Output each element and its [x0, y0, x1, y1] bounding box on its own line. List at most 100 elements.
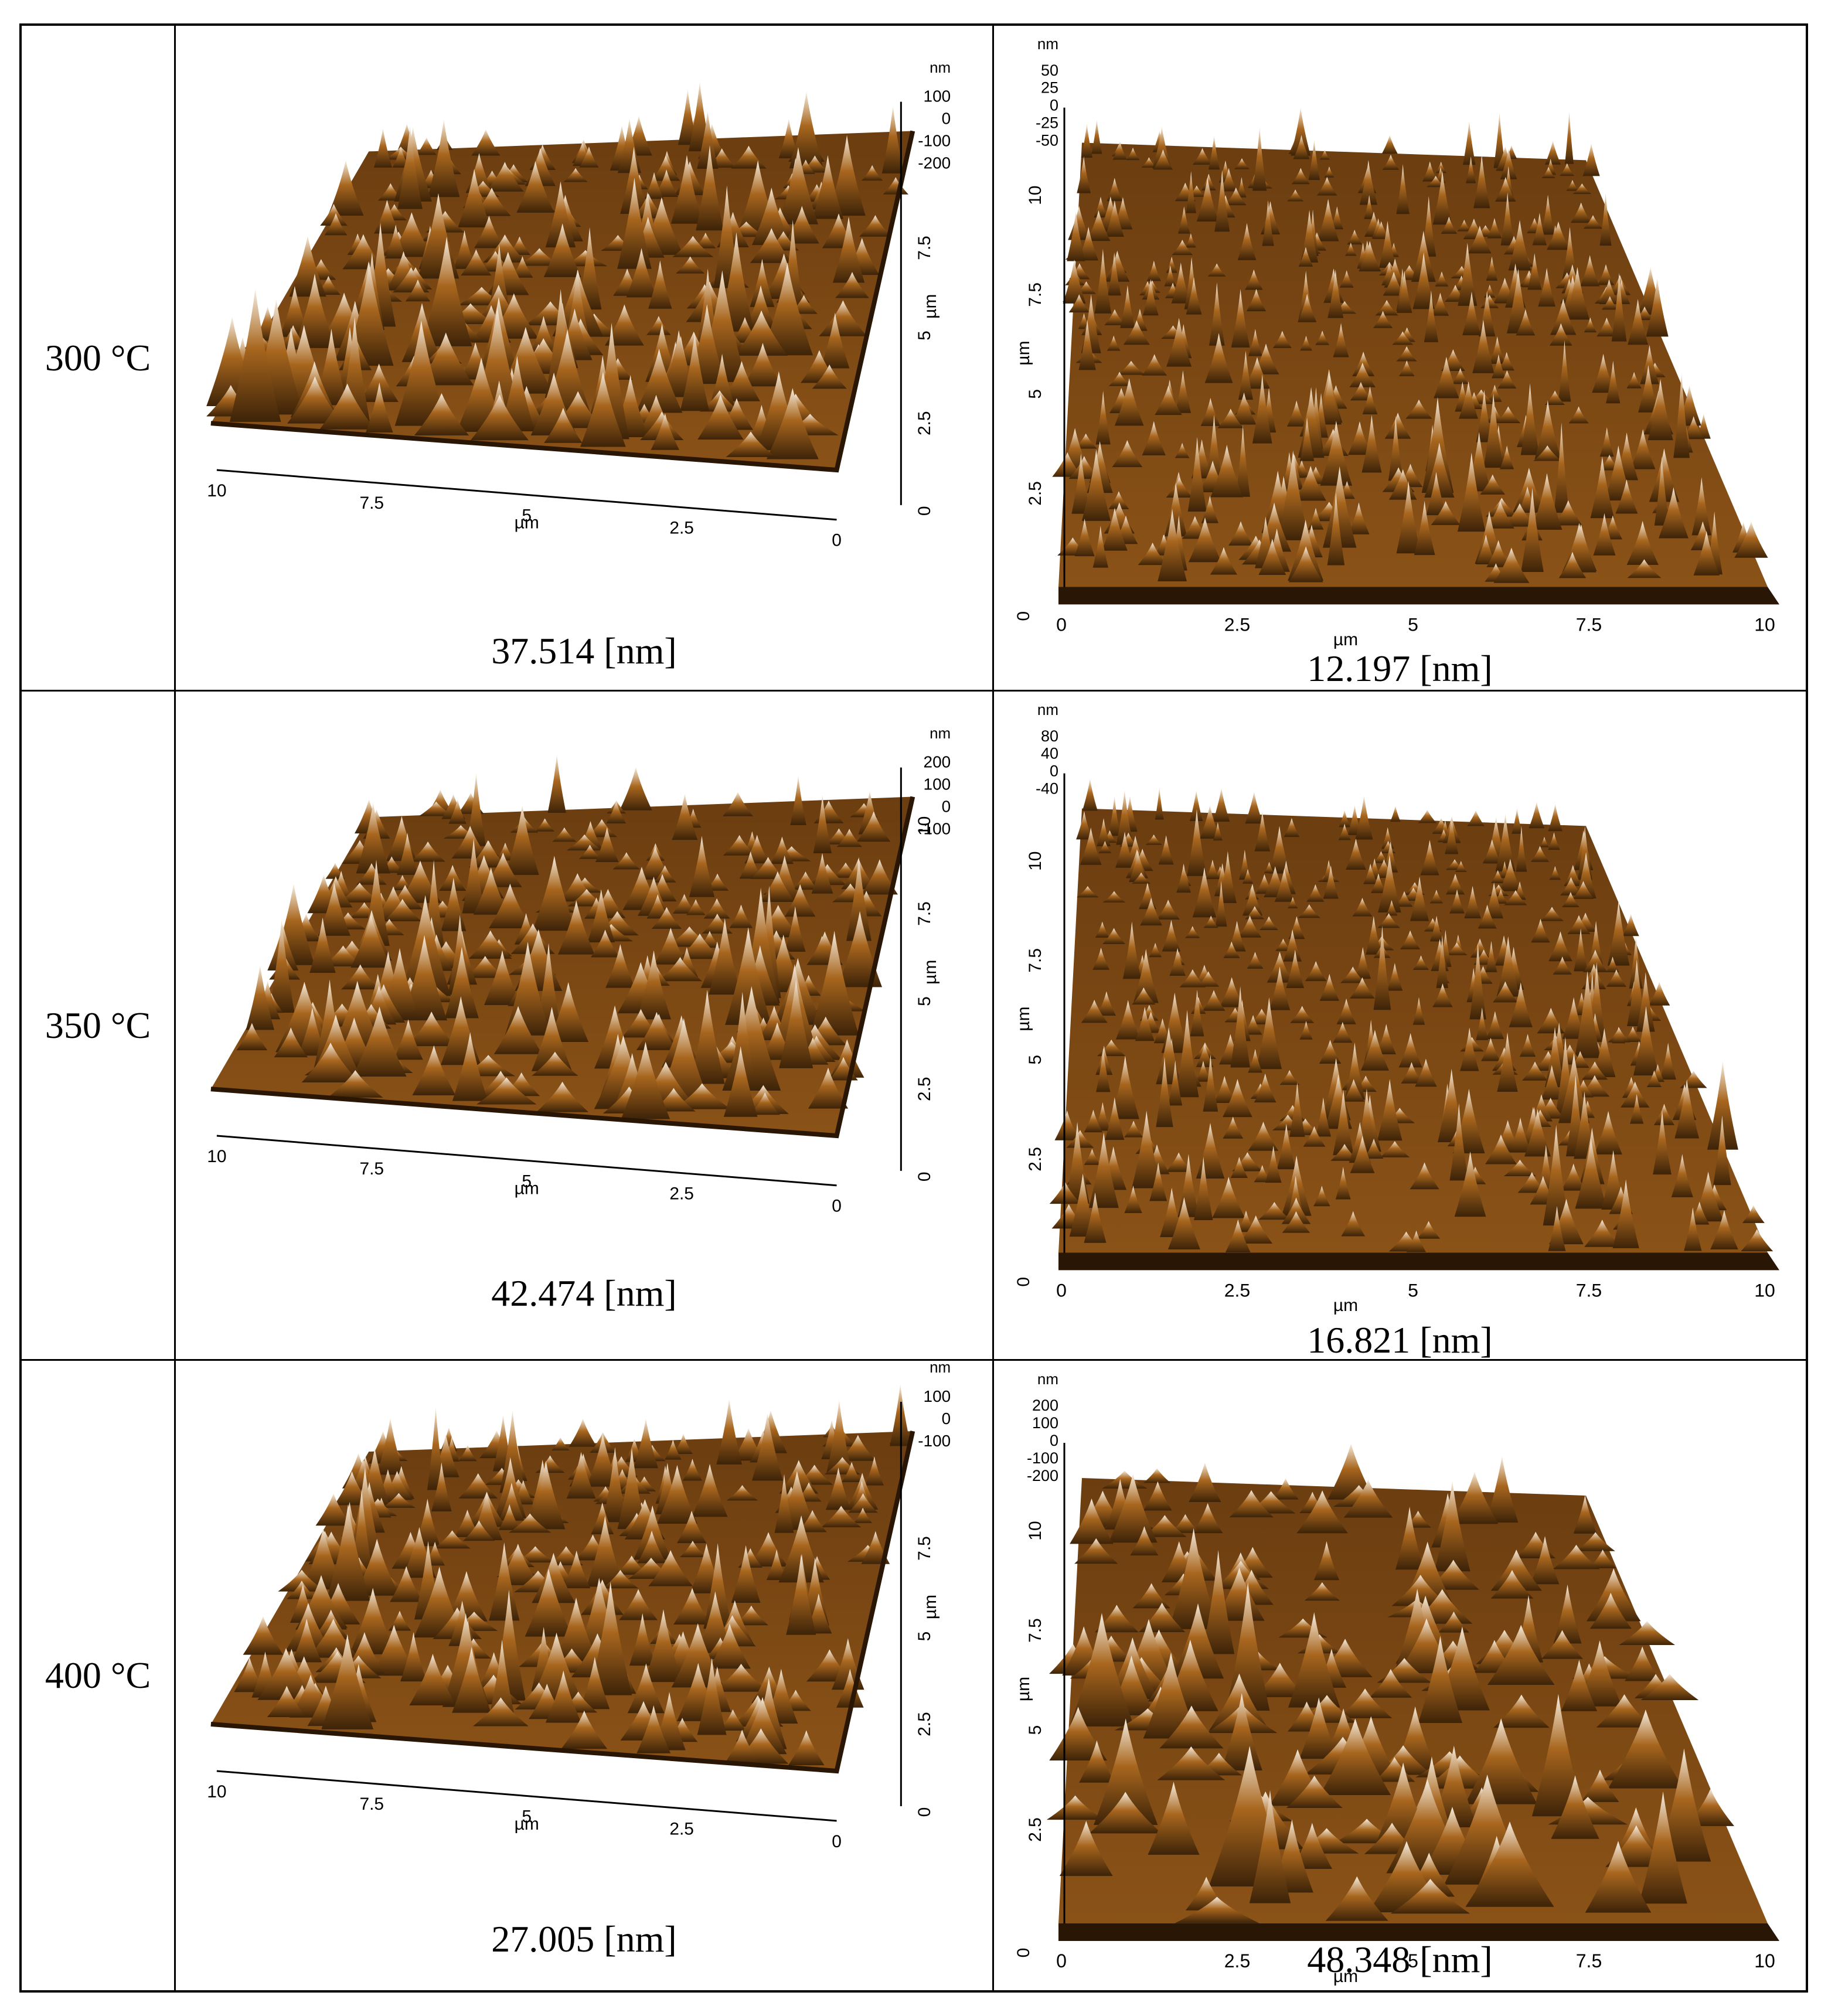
y-tick-label: 2.5: [1026, 481, 1045, 506]
y-tick-label: 7.5: [915, 901, 934, 926]
surface-front-edge: [1058, 1923, 1779, 1941]
y-tick-label: 2.5: [1026, 1147, 1045, 1172]
y-tick-label: 5: [915, 331, 934, 340]
y-axis: 0 2.5 5 7.5 10 µm: [1014, 107, 1066, 621]
temperature-cell: 300 °C: [22, 26, 176, 692]
y-tick-label: 10: [1026, 1521, 1045, 1540]
z-tick-label: -50: [1036, 131, 1058, 149]
y-tick-label: 0: [915, 506, 934, 516]
afm-3d-surface-plot: 10 7.5 5 2.5 0 µm 0 2.5 5 7.5 10 µm nm 200 100 0 -100: [207, 726, 951, 1216]
temperature-cell: 400 °C: [22, 1361, 176, 1990]
x-tick-label: 7.5: [1576, 1279, 1602, 1300]
x-tick-label: 0: [832, 1197, 842, 1216]
surface-peaks: [206, 81, 908, 459]
x-tick-label: 0: [832, 531, 842, 550]
x-tick-label: 2.5: [1224, 614, 1250, 635]
z-tick-label: -100: [918, 1432, 951, 1450]
x-tick-label: 5: [1408, 1279, 1418, 1300]
x-tick-label: 7.5: [359, 493, 384, 513]
x-tick-label: 0: [1056, 1950, 1067, 1971]
surface-base: [1058, 142, 1768, 587]
y-tick-label: 0: [915, 1807, 934, 1817]
z-tick-label: -25: [1036, 114, 1058, 132]
afm-3d-surface-plot: 10 7.5 5 2.5 0 µm 0 2.5 5 7.5 µm nm 100 0 -100 -200: [206, 60, 951, 550]
y-tick-label: 0: [1014, 1948, 1033, 1958]
z-axis: nm 100 0 -100: [918, 1361, 951, 1450]
y-tick-label: 5: [1026, 1725, 1045, 1735]
x-tick-label: 5: [522, 1807, 532, 1826]
y-tick-label: 5: [915, 996, 934, 1006]
x-tick-label: 10: [207, 1782, 226, 1802]
z-tick-label: -40: [1036, 780, 1058, 798]
x-tick-label: 7.5: [359, 1794, 384, 1814]
afm-3d-plot-cell: 10 7.5 5 2.5 0 µm 0 2.5 5 7.5 µm nm 100 0 -100 -200 37.…: [176, 26, 994, 692]
surface-peaks: [236, 754, 898, 1119]
z-tick-label: 25: [1041, 79, 1058, 97]
x-tick-label: 5: [1408, 614, 1418, 635]
x-tick-label: 0: [832, 1832, 842, 1851]
y-tick-label: 0: [1014, 1277, 1033, 1287]
z-tick-label: 100: [924, 1387, 951, 1405]
y-tick-label: 10: [1026, 852, 1045, 871]
afm-3d-surface-plot: 10 7.5 5 2.5 0 µm 0 2.5 5 7.5 µm nm 100 0 -100: [207, 1361, 951, 1851]
x-tick-label: 5: [522, 506, 532, 525]
roughness-caption: 37.514 [nm]: [491, 630, 677, 672]
y-axis: 0 2.5 5 7.5 10 µm: [1014, 773, 1066, 1287]
y-axis-unit: µm: [921, 294, 940, 319]
roughness-caption: 42.474 [nm]: [491, 1272, 677, 1314]
x-tick-label: 10: [207, 1147, 226, 1166]
y-tick-label: 7.5: [915, 1536, 934, 1561]
x-tick-label: 7.5: [1576, 1950, 1602, 1971]
temperature-label: 300 °C: [45, 336, 151, 379]
y-axis: 0 2.5 5 7.5 µm: [900, 101, 940, 516]
z-tick-label: -100: [1027, 1449, 1058, 1467]
x-tick-label: 10: [1754, 1950, 1775, 1971]
z-tick-label: 0: [942, 1409, 951, 1428]
x-tick-label: 2.5: [669, 1184, 694, 1203]
z-tick-label: 0: [1050, 1432, 1058, 1449]
z-tick-label: 100: [924, 775, 951, 794]
y-tick-label: 0: [1014, 611, 1033, 621]
y-axis: 0 2.5 5 7.5 10 µm: [1014, 1443, 1066, 1958]
y-tick-label: 10: [1026, 186, 1045, 205]
x-axis-unit: µm: [1333, 1967, 1358, 1986]
surface-front-edge: [1058, 587, 1779, 605]
z-tick-label: 200: [1032, 1397, 1058, 1414]
surface-frame: [210, 1431, 915, 1774]
x-tick-label: 0: [1056, 1279, 1067, 1300]
z-tick-label: 0: [1050, 97, 1058, 114]
temperature-label: 350 °C: [45, 1004, 151, 1046]
x-tick-label: 10: [1754, 1279, 1775, 1300]
surface-peaks: [234, 1384, 911, 1766]
z-tick-label: 200: [924, 753, 951, 771]
x-tick-label: 2.5: [669, 518, 694, 537]
roughness-caption: 48.348 [nm]: [1307, 1939, 1493, 1980]
y-axis: 0 2.5 5 7.5 10 µm: [900, 767, 940, 1181]
x-axis-unit: µm: [1333, 1296, 1358, 1315]
x-tick-label: 7.5: [359, 1159, 384, 1179]
x-tick-label: 5: [1408, 1950, 1418, 1971]
x-axis: 10 7.5 5 2.5 0 µm: [207, 1770, 842, 1851]
x-axis: 0 2.5 5 7.5 10 µm: [1056, 614, 1775, 649]
z-tick-label: -200: [918, 154, 951, 172]
z-tick-label: -100: [918, 131, 951, 149]
afm-3d-plot-cell: 0 2.5 5 7.5 10 µm 0 2.5 5 7.5 10 µm nm 200 100 0 -100 -20…: [994, 1361, 1806, 1990]
z-axis-unit: nm: [930, 726, 951, 742]
x-axis-unit: µm: [1333, 630, 1358, 649]
z-tick-label: 50: [1041, 62, 1058, 79]
roughness-caption: 16.821 [nm]: [1307, 1319, 1493, 1361]
z-axis-unit: nm: [930, 60, 951, 76]
z-tick-label: -200: [1027, 1467, 1058, 1484]
x-axis-unit: µm: [515, 513, 539, 533]
y-axis-unit: µm: [921, 960, 940, 985]
z-axis: nm 200 100 0 -100: [918, 726, 951, 838]
y-tick-label: 7.5: [915, 236, 934, 260]
z-axis-unit: nm: [930, 1361, 951, 1376]
y-tick-label: 7.5: [1026, 948, 1045, 973]
surface-peaks: [1052, 107, 1768, 583]
afm-figure-table: 300 °C 10 7.5 5 2.5 0 µm 0 2.5 5 7.5 µm nm 100 0 -100-…: [19, 23, 1808, 1993]
